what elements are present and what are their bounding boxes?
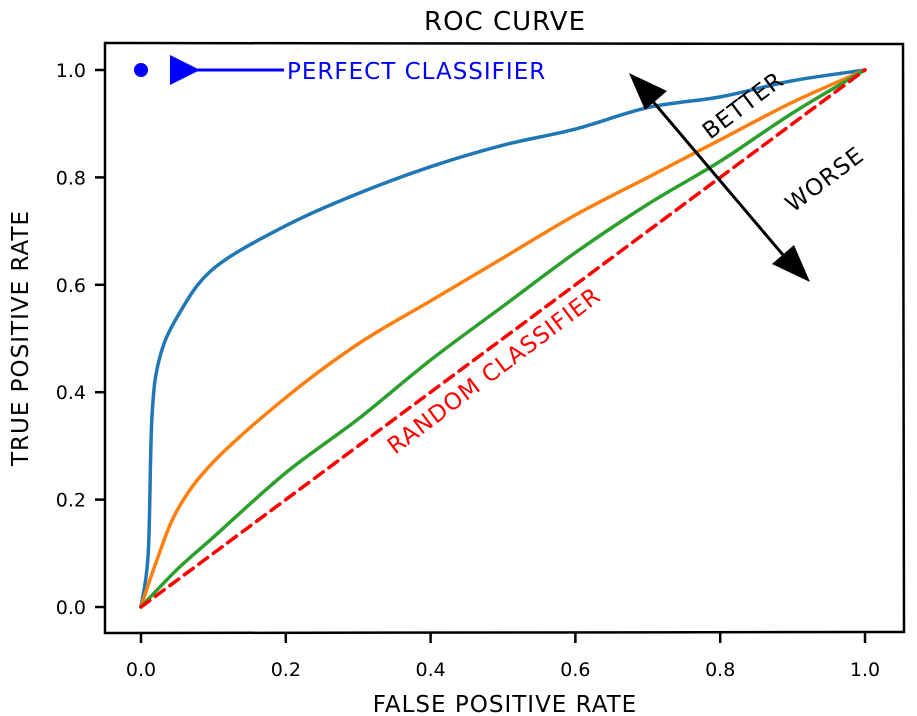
best-classifier-line: [139, 68, 867, 609]
perfect-point: [134, 63, 148, 77]
chart-title: ROC CURVE: [424, 7, 586, 37]
x-axis-label: FALSE POSITIVE RATE: [373, 692, 637, 716]
y-axis-ticks: 0.0 0.2 0.4 0.6 0.8 1.0: [56, 60, 105, 619]
x-tick-label: 1.0: [850, 659, 880, 681]
series-lines: [139, 68, 867, 609]
random-classifier-line: [139, 68, 867, 609]
y-tick-label: 1.0: [56, 60, 86, 82]
x-tick-label: 0.0: [126, 659, 156, 681]
weak-classifier-line: [139, 68, 867, 609]
y-tick-label: 0.6: [56, 275, 86, 297]
y-tick-label: 0.8: [56, 167, 86, 189]
perfect-classifier-label: PERFECT CLASSIFIER: [287, 59, 546, 85]
y-tick-label: 0.2: [56, 490, 86, 512]
series-points: [134, 63, 148, 77]
y-tick-label: 0.4: [56, 382, 86, 404]
average-classifier-line: [139, 68, 867, 609]
x-axis-ticks: 0.0 0.2 0.4 0.6 0.8 1.0: [126, 633, 880, 681]
x-tick-label: 0.8: [705, 659, 735, 681]
plot-frame: [103, 41, 906, 635]
x-tick-label: 0.6: [560, 659, 590, 681]
x-tick-label: 0.2: [271, 659, 301, 681]
worse-label: WORSE: [781, 142, 869, 218]
better-worse-arrow: [629, 73, 810, 282]
y-axis-label: TRUE POSITIVE RATE: [8, 210, 34, 467]
y-tick-label: 0.0: [56, 597, 86, 619]
x-tick-label: 0.4: [415, 659, 445, 681]
better-label: BETTER: [698, 67, 789, 145]
